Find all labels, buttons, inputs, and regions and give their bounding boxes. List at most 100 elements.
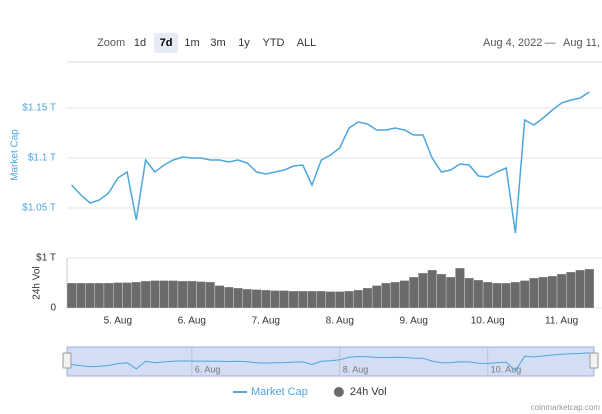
zoom-label: Zoom: [97, 37, 125, 49]
volume-bar: [418, 272, 428, 309]
volume-bar: [529, 277, 539, 309]
volume-bar: [353, 289, 364, 309]
volume-bar: [205, 281, 216, 309]
navigator-label: 8. Aug: [343, 364, 369, 374]
zoom-button-label[interactable]: 1m: [184, 37, 199, 49]
volume-bar: [399, 280, 410, 309]
zoom-button-label[interactable]: 1d: [134, 37, 146, 49]
volume-bar: [501, 282, 511, 309]
volume-bar: [122, 282, 132, 309]
x-tick-label: 6. Aug: [178, 316, 206, 327]
volume-bar: [113, 282, 123, 309]
volume-bar: [307, 290, 317, 309]
volume-bar: [242, 288, 253, 309]
volume-bar: [482, 281, 493, 309]
x-tick-label: 10. Aug: [471, 316, 505, 327]
legend-item[interactable]: Market Cap: [233, 386, 308, 398]
volume-bar: [159, 280, 169, 309]
zoom-button[interactable]: 7d: [154, 33, 178, 53]
volume-bar: [288, 290, 299, 309]
zoom-button[interactable]: 1y: [238, 37, 250, 49]
volume-bar: [519, 280, 530, 309]
market-cap-line: [71, 91, 590, 234]
zoom-button[interactable]: 1m: [184, 37, 199, 49]
volume-bar: [584, 268, 595, 309]
volume-bar: [150, 280, 160, 309]
y-tick-label: $1.15 T: [22, 103, 56, 114]
navigator-line: [71, 352, 590, 372]
volume-bar: [334, 291, 345, 309]
volume-bar: [547, 275, 558, 309]
x-tick-label: 11. Aug: [545, 316, 578, 327]
range-separator: —: [545, 37, 556, 49]
zoom-buttons: 1d 7d 1m 3m 1y YTD ALL: [134, 33, 316, 53]
volume-bar: [261, 289, 271, 309]
volume-bar: [187, 280, 197, 309]
legend-label[interactable]: Market Cap: [251, 386, 308, 398]
zoom-button[interactable]: YTD: [263, 37, 285, 49]
legend-item[interactable]: 24h Vol: [333, 386, 387, 398]
navigator-handle[interactable]: [62, 352, 72, 369]
volume-bar: [85, 282, 95, 309]
y-tick-label: $1.1 T: [28, 153, 56, 164]
volume-bar: [492, 282, 502, 309]
legend-symbol: [333, 387, 344, 397]
volume-bar: [575, 269, 585, 309]
volume-bar: [436, 273, 447, 309]
x-tick-label: 9. Aug: [400, 316, 428, 327]
volume-bar: [371, 285, 382, 309]
zoom-button-label[interactable]: 3m: [210, 37, 225, 49]
zoom-button-label[interactable]: 1y: [238, 37, 250, 49]
volume-bar: [140, 280, 151, 309]
volume-bar: [76, 282, 86, 309]
volume-bar: [168, 280, 179, 309]
zoom-button-label[interactable]: ALL: [297, 37, 317, 49]
volume-bar: [408, 276, 419, 309]
zoom-button[interactable]: ALL: [297, 37, 317, 49]
zoom-button[interactable]: 3m: [210, 37, 225, 49]
navigator-bg: [66, 346, 595, 377]
y2-tick-label: 0: [50, 303, 56, 314]
volume-bar: [66, 282, 77, 309]
volume-bar: [297, 290, 308, 309]
volume-bar: [131, 281, 142, 309]
volume-bar: [445, 276, 456, 309]
volume-bar: [94, 282, 105, 309]
volume-bar: [316, 290, 327, 309]
zoom-button[interactable]: 1d: [134, 37, 146, 49]
x-tick-label: 5. Aug: [104, 316, 132, 327]
volume-bar: [103, 282, 114, 309]
navigator-label: 10. Aug: [491, 364, 522, 374]
volume-bar: [196, 281, 206, 309]
volume-bar: [538, 276, 548, 309]
volume-bar: [344, 290, 354, 309]
volume-bar: [362, 287, 373, 309]
volume-bar: [270, 290, 280, 309]
volume-bar: [214, 285, 225, 309]
zoom-button-bg: [154, 33, 178, 53]
volume-bar: [233, 287, 243, 309]
volume-bar: [464, 277, 474, 309]
volume-bar: [325, 291, 336, 309]
x-tick-label: 7. Aug: [252, 316, 280, 327]
volume-bar: [251, 289, 262, 309]
volume-bar: [390, 281, 400, 309]
volume-bar: [566, 271, 576, 309]
volume-bar: [473, 279, 484, 309]
y-axis-label: Market Cap: [10, 129, 21, 181]
y2-tick-label: $1 T: [36, 253, 56, 264]
legend-label[interactable]: 24h Vol: [350, 386, 387, 398]
volume-bar: [381, 282, 391, 309]
volume-bar: [556, 273, 567, 309]
volume-bar: [427, 269, 437, 309]
y2-axis-label: 24h Vol: [32, 266, 43, 299]
credit: coinmarketcap.com: [531, 403, 601, 412]
navigator-handle[interactable]: [589, 352, 599, 369]
zoom-button-label[interactable]: YTD: [263, 37, 285, 49]
volume-bar: [279, 290, 290, 309]
navigator-label: 6. Aug: [195, 364, 221, 374]
zoom-button-label[interactable]: 7d: [160, 37, 173, 49]
x-tick-label: 8. Aug: [326, 316, 354, 327]
range-to: Aug 11, 2: [563, 37, 602, 49]
volume-bar: [177, 280, 188, 309]
